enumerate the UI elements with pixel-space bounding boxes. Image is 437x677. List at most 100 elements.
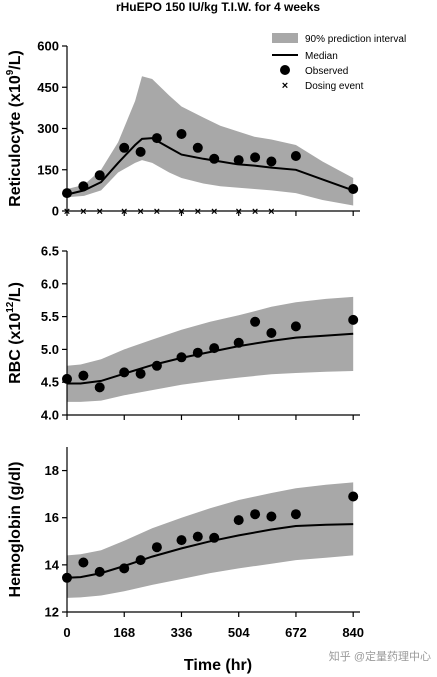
reticulocyte-dosing-event: × xyxy=(252,206,258,218)
rbc-observed-point xyxy=(348,314,359,325)
hemoglobin-observed-point xyxy=(192,531,203,542)
rbc-y-tick-label: 6.0 xyxy=(41,276,59,291)
reticulocyte-observed-point xyxy=(151,133,162,144)
reticulocyte-observed-point xyxy=(233,155,244,166)
legend-entry: Median xyxy=(305,51,338,62)
rbc-observed-point xyxy=(290,321,301,332)
legend-entry: 90% prediction interval xyxy=(305,34,406,45)
rbc-observed-point xyxy=(209,343,220,354)
reticulocyte-median-line xyxy=(66,137,354,196)
hemoglobin-observed-point xyxy=(151,542,162,553)
legend-dosing-swatch: × xyxy=(282,80,288,92)
hemoglobin-observed-point xyxy=(233,515,244,526)
hemoglobin-observed-point xyxy=(250,509,261,520)
rbc-observed-point xyxy=(266,328,277,338)
hemoglobin-observed-point xyxy=(62,572,72,583)
reticulocyte-dosing-event: × xyxy=(268,206,274,218)
panel-reticulocyte: 0 150 300 450 600 × × × × × × × × × × × × Reticulocyte (x… xyxy=(5,39,360,219)
reticulocyte-observed-point xyxy=(348,184,359,194)
rbc-y-tick-label: 6.5 xyxy=(41,244,59,259)
reticulocyte-y-axis-label-main: Reticulocyte (x10 xyxy=(7,75,24,207)
reticulocyte-observed-point xyxy=(119,142,130,153)
hemoglobin-observed-point xyxy=(135,555,146,566)
reticulocyte-observed-point xyxy=(78,181,89,192)
rbc-y-axis-label-sup: 12 xyxy=(5,301,16,313)
reticulocyte-y-axis-label-sup: 9 xyxy=(5,69,16,75)
rbc-y-axis-label-unit: /L) xyxy=(7,282,24,302)
hemoglobin-observed-point xyxy=(94,566,105,577)
reticulocyte-dosing-event: × xyxy=(195,206,201,218)
legend-observed-swatch xyxy=(280,65,290,75)
x-tick-label: 0 xyxy=(63,625,70,640)
rbc-y-tick-label: 5.5 xyxy=(41,309,59,324)
rbc-y-axis-label: RBC (x1012/L) xyxy=(5,282,24,384)
hemoglobin-observed-point xyxy=(176,535,187,546)
hemoglobin-observed-point xyxy=(348,491,359,502)
hemoglobin-y-axis-label: Hemoglobin (g/dl) xyxy=(7,462,24,598)
rbc-observed-point xyxy=(250,316,261,327)
chart-title: rHuEPO 150 IU/kg T.I.W. for 4 weeks xyxy=(116,0,320,14)
rbc-observed-point xyxy=(233,337,244,348)
hemoglobin-observed-point xyxy=(119,563,130,574)
reticulocyte-prediction-band xyxy=(67,76,354,206)
x-tick-label: 168 xyxy=(113,625,135,640)
reticulocyte-y-tick-label: 450 xyxy=(37,80,59,95)
x-tick-label: 336 xyxy=(171,625,193,640)
reticulocyte-dosing-event: × xyxy=(96,206,102,218)
hemoglobin-y-tick-label: 18 xyxy=(45,463,59,478)
reticulocyte-observed-point xyxy=(266,156,277,167)
rbc-y-axis-label-main: RBC (x10 xyxy=(7,313,24,384)
rbc-observed-point xyxy=(151,360,162,371)
reticulocyte-dosing-event: × xyxy=(80,206,86,218)
hemoglobin-y-tick-label: 12 xyxy=(45,605,59,620)
rbc-observed-point xyxy=(192,347,203,358)
rbc-observed-point xyxy=(176,352,187,363)
x-tick-label: 672 xyxy=(285,625,307,640)
legend: × 90% prediction interval Median Observed Do… xyxy=(272,33,406,92)
x-axis-ticks: 0 168 336 504 672 840 xyxy=(63,625,364,640)
reticulocyte-dosing-event: × xyxy=(64,206,70,218)
rbc-observed-point xyxy=(119,367,130,378)
reticulocyte-observed-point xyxy=(62,188,72,199)
rbc-observed-point xyxy=(62,373,72,384)
reticulocyte-y-tick-label: 300 xyxy=(37,121,59,136)
x-tick-label: 840 xyxy=(342,625,364,640)
hemoglobin-observed-point xyxy=(266,511,277,522)
hemoglobin-y-tick-label: 14 xyxy=(45,557,60,572)
reticulocyte-dosing-event: × xyxy=(211,206,217,218)
hemoglobin-y-tick-label: 16 xyxy=(45,510,59,525)
legend-entry: Dosing event xyxy=(305,81,364,92)
legend-entry: Observed xyxy=(305,66,348,77)
x-tick-label: 504 xyxy=(228,625,250,640)
reticulocyte-observed-point xyxy=(290,151,301,161)
reticulocyte-observed-point xyxy=(94,170,105,181)
rbc-y-tick-label: 5.0 xyxy=(41,342,59,357)
x-axis-label: Time (hr) xyxy=(184,657,252,674)
reticulocyte-dosing-event: × xyxy=(154,206,160,218)
hemoglobin-observed-point xyxy=(290,509,301,520)
reticulocyte-y-axis-label: Reticulocyte (x109/L) xyxy=(5,50,24,207)
reticulocyte-dosing-event: × xyxy=(178,206,184,218)
reticulocyte-dosing-event: × xyxy=(137,206,143,218)
reticulocyte-y-axis-label-unit: /L) xyxy=(7,50,24,70)
reticulocyte-dosing-event: × xyxy=(121,206,127,218)
panel-rbc: 4.0 4.5 5.0 5.5 6.0 6.5 RBC (x1012/L) xyxy=(5,244,360,423)
rbc-y-tick-label: 4.0 xyxy=(41,408,59,423)
hemoglobin-observed-point xyxy=(209,532,220,543)
reticulocyte-observed-point xyxy=(192,142,203,153)
hemoglobin-observed-point xyxy=(78,557,89,568)
rbc-observed-point xyxy=(94,382,105,393)
reticulocyte-observed-point xyxy=(135,146,146,157)
reticulocyte-y-tick-label: 0 xyxy=(52,204,59,219)
rbc-y-tick-label: 4.5 xyxy=(41,375,59,390)
rbc-observed-point xyxy=(135,368,146,379)
rbc-observed-point xyxy=(78,370,89,381)
panel-hemoglobin: 12 14 16 18 Hemoglobin (g/dl) xyxy=(7,447,360,620)
reticulocyte-dosing-event: × xyxy=(235,206,241,218)
reticulocyte-observed-point xyxy=(250,152,261,163)
hemoglobin-y-axis-label-main: Hemoglobin (g/dl) xyxy=(7,462,24,598)
watermark: 知乎 @定量药理中心 xyxy=(329,649,431,663)
reticulocyte-y-tick-label: 150 xyxy=(37,162,59,177)
reticulocyte-observed-point xyxy=(176,129,187,139)
